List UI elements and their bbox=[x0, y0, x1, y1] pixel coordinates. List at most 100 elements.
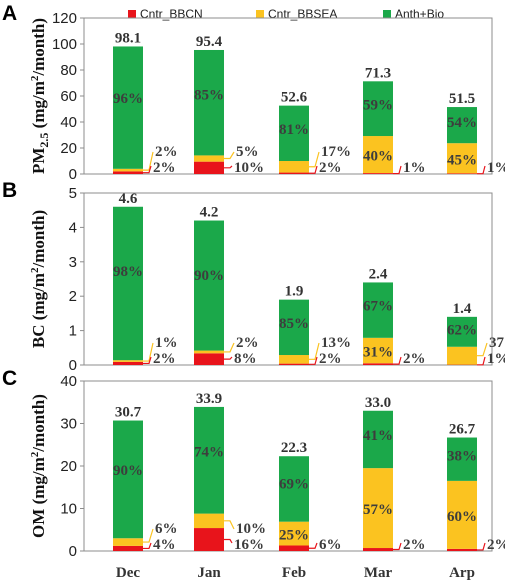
bar-feb-cntrbbsea bbox=[279, 521, 309, 546]
bbsea-leader bbox=[309, 342, 320, 360]
legend: Cntr_BBCN Cntr_BBSEA Anth+Bio bbox=[128, 7, 444, 21]
panel-label: A bbox=[2, 2, 17, 25]
bar-mar-cntrbbcn bbox=[363, 173, 393, 174]
bbcn-leader bbox=[224, 165, 233, 169]
bar-jan-cntrbbcn bbox=[194, 353, 224, 365]
total-label: 1.4 bbox=[453, 301, 472, 317]
bbcn-leader bbox=[143, 542, 152, 550]
y-tick-label: 60 bbox=[60, 88, 77, 105]
total-label: 26.7 bbox=[449, 422, 476, 438]
bar-jan-cntrbbsea bbox=[194, 155, 224, 162]
bbsea-leader bbox=[309, 151, 320, 168]
x-category-label: Jan bbox=[197, 565, 221, 581]
pct-bbsea-label: 13% bbox=[321, 335, 351, 351]
panel-label: C bbox=[2, 367, 17, 390]
pct-bbcn-label: 1% bbox=[487, 160, 505, 176]
bar-jan-cntrbbcn bbox=[194, 528, 224, 551]
pct-anth-label: 74% bbox=[194, 445, 224, 461]
pct-anth-label: 81% bbox=[279, 122, 309, 138]
total-label: 1.9 bbox=[285, 284, 304, 300]
bar-arp-anthbio bbox=[447, 437, 477, 481]
pct-anth-label: 62% bbox=[447, 322, 477, 338]
pct-bbsea-label: 37% bbox=[489, 335, 505, 351]
pct-bbsea-label: 17% bbox=[321, 144, 351, 160]
y-tick-label: 80 bbox=[60, 62, 77, 79]
pct-bbsea-label: 60% bbox=[447, 509, 477, 525]
pct-anth-label: 69% bbox=[279, 477, 309, 493]
bar-mar-anthbio bbox=[363, 81, 393, 137]
total-label: 33.9 bbox=[196, 391, 222, 407]
pct-anth-label: 85% bbox=[194, 87, 224, 103]
bar-jan-cntrbbsea bbox=[194, 350, 224, 354]
y-tick-label: 10 bbox=[60, 501, 77, 518]
y-tick-label: 1 bbox=[69, 323, 77, 340]
pct-bbsea-label: 45% bbox=[447, 152, 477, 168]
bbsea-leader bbox=[143, 528, 154, 543]
pct-bbcn-label: 1% bbox=[403, 160, 426, 176]
bar-jan-cntrbbcn bbox=[194, 161, 224, 174]
bar-mar-cntrbbsea bbox=[363, 136, 393, 174]
y-tick-label: 5 bbox=[69, 185, 77, 202]
total-label: 4.6 bbox=[119, 191, 138, 207]
bar-dec-anthbio bbox=[113, 206, 143, 361]
x-category-label: Feb bbox=[282, 565, 306, 581]
pct-anth-label: 90% bbox=[194, 268, 224, 284]
bar-mar-cntrbbsea bbox=[363, 468, 393, 549]
pct-bbcn-label: 2% bbox=[403, 537, 426, 553]
bbsea-leader bbox=[224, 151, 235, 160]
x-category-label: Arp bbox=[449, 565, 475, 581]
panel-label: B bbox=[2, 179, 17, 202]
pct-bbcn-label: 2% bbox=[403, 351, 426, 367]
y-tick-label: 30 bbox=[60, 416, 77, 433]
bbsea-leader bbox=[224, 520, 235, 530]
y-tick-label: 4 bbox=[69, 219, 77, 236]
pct-bbsea-label: 10% bbox=[236, 521, 266, 537]
pct-bbsea-label: 25% bbox=[279, 528, 309, 544]
bbsea-leader bbox=[224, 342, 235, 353]
y-tick-label: 0 bbox=[69, 166, 77, 183]
pct-bbsea-label: 57% bbox=[363, 502, 393, 518]
x-axis-categories: Dec Jan Feb Mar Arp bbox=[116, 565, 475, 581]
bar-dec-cntrbbcn bbox=[113, 545, 143, 551]
pct-anth-label: 54% bbox=[447, 115, 477, 131]
bbcn-leader bbox=[143, 165, 152, 174]
bbcn-leader bbox=[393, 542, 402, 551]
bar-feb-cntrbbsea bbox=[279, 161, 309, 173]
pct-bbsea-label: 1% bbox=[155, 335, 178, 351]
pct-anth-label: 90% bbox=[113, 463, 143, 479]
bar-jan-cntrbbsea bbox=[194, 513, 224, 529]
total-label: 95.4 bbox=[196, 34, 223, 50]
y-tick-label: 40 bbox=[60, 373, 77, 390]
y-axis-title: BC (mg/m2/month) bbox=[29, 210, 48, 348]
y-tick-label: 120 bbox=[52, 10, 77, 27]
bar-arp-cntrbbsea bbox=[447, 480, 477, 549]
pct-bbcn-label: 2% bbox=[487, 537, 505, 553]
bbcn-leader bbox=[309, 356, 318, 365]
bar-mar-cntrbbsea bbox=[363, 337, 393, 364]
bar-arp-cntrbbcn bbox=[447, 173, 477, 174]
pct-bbcn-label: 4% bbox=[153, 537, 176, 553]
bbsea-leader bbox=[477, 342, 488, 357]
bar-feb-anthbio bbox=[279, 105, 309, 161]
bbcn-leader bbox=[477, 165, 486, 175]
pct-bbcn-label: 16% bbox=[234, 537, 264, 553]
bar-mar-anthbio bbox=[363, 410, 393, 469]
total-label: 52.6 bbox=[281, 90, 308, 106]
bar-arp-anthbio bbox=[447, 107, 477, 144]
legend-label: Cntr_BBSEA bbox=[268, 7, 337, 21]
bar-arp-cntrbbcn bbox=[447, 548, 477, 551]
bbcn-leader bbox=[224, 538, 233, 544]
legend-swatch bbox=[383, 10, 391, 18]
pct-bbcn-label: 6% bbox=[319, 537, 342, 553]
legend-label: Anth+Bio bbox=[395, 7, 444, 21]
pct-anth-label: 98% bbox=[113, 264, 143, 280]
bbcn-leader bbox=[477, 542, 486, 551]
bbcn-leader bbox=[393, 165, 402, 175]
bar-arp-anthbio bbox=[447, 316, 477, 347]
x-category-label: Dec bbox=[116, 565, 140, 581]
pct-bbsea-label: 40% bbox=[363, 149, 393, 165]
pct-anth-label: 67% bbox=[363, 299, 393, 315]
bbcn-leader bbox=[143, 356, 152, 365]
